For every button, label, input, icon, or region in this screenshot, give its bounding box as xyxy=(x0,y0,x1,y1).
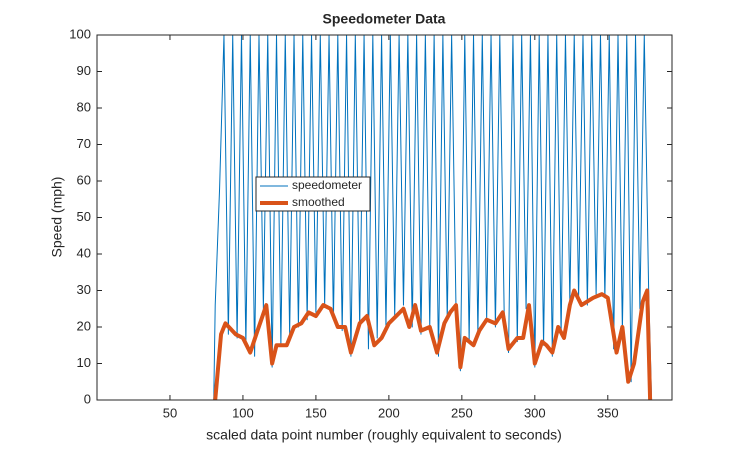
axes-box xyxy=(96,34,673,401)
y-tick-label: 10 xyxy=(77,355,91,370)
x-tick-label: 300 xyxy=(524,405,546,420)
x-tick-label: 200 xyxy=(378,405,400,420)
x-tick-label: 100 xyxy=(232,405,254,420)
x-tick-label: 50 xyxy=(163,405,177,420)
x-axis-label: scaled data point number (roughly equiva… xyxy=(206,427,562,443)
legend-label: smoothed xyxy=(292,195,345,209)
y-tick-label: 100 xyxy=(69,26,91,41)
y-tick-label: 0 xyxy=(84,391,91,406)
y-axis-label: Speed (mph) xyxy=(49,177,65,258)
y-tick-label: 20 xyxy=(77,318,91,333)
x-tick-label: 350 xyxy=(597,405,619,420)
series-line xyxy=(97,34,672,401)
legend-label: speedometer xyxy=(292,178,362,192)
y-tick-label: 80 xyxy=(77,99,91,114)
chart-title: Speedometer Data xyxy=(323,11,446,27)
x-tick-label: 150 xyxy=(305,405,327,420)
y-tick-label: 40 xyxy=(77,245,91,260)
y-tick-label: 60 xyxy=(77,172,91,187)
y-tick-label: 90 xyxy=(77,63,91,78)
series-line xyxy=(213,288,653,401)
y-tick-label: 50 xyxy=(77,209,91,224)
y-tick-label: 30 xyxy=(77,282,91,297)
legend-box xyxy=(255,176,371,212)
y-tick-label: 70 xyxy=(77,136,91,151)
x-tick-label: 250 xyxy=(451,405,473,420)
